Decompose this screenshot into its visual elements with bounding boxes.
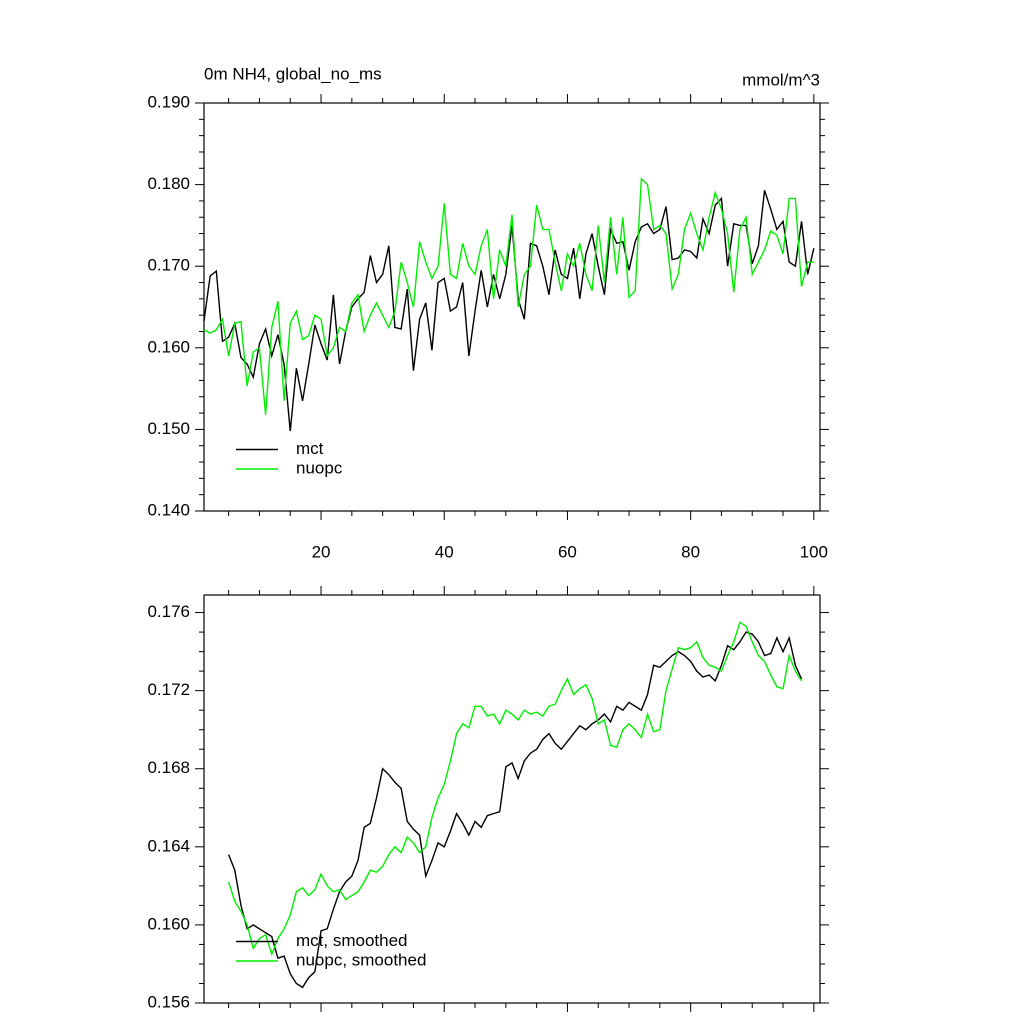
data-line [203,177,814,415]
x-tick-label: 100 [800,542,828,561]
x-tick-label: 80 [681,542,700,561]
y-tick-label: 0.160 [147,337,190,356]
y-tick-label: 0.164 [147,836,190,855]
chart-title: 0m NH4, global_no_ms [204,64,382,83]
legend-label: nuopc [296,458,343,477]
y-tick-label: 0.140 [147,500,190,519]
data-line [227,621,803,957]
units-label: mmol/m^3 [742,70,820,89]
plot-frame [203,594,821,1004]
legend-label: mct [296,439,324,458]
y-tick-label: 0.156 [147,992,190,1011]
y-tick-label: 0.190 [147,92,190,111]
x-tick-label: 60 [558,542,577,561]
x-tick-label: 40 [435,542,454,561]
y-tick-label: 0.160 [147,914,190,933]
y-tick-label: 0.172 [147,680,190,699]
legend-label: nuopc, smoothed [296,950,426,969]
plot-frame [203,102,821,512]
data-line [203,190,815,432]
y-tick-label: 0.168 [147,758,190,777]
x-tick-label: 20 [312,542,331,561]
y-tick-label: 0.176 [147,602,190,621]
data-line [227,631,803,989]
y-tick-label: 0.180 [147,174,190,193]
y-tick-label: 0.150 [147,419,190,438]
legend-label: mct, smoothed [296,931,408,950]
y-tick-label: 0.170 [147,256,190,275]
